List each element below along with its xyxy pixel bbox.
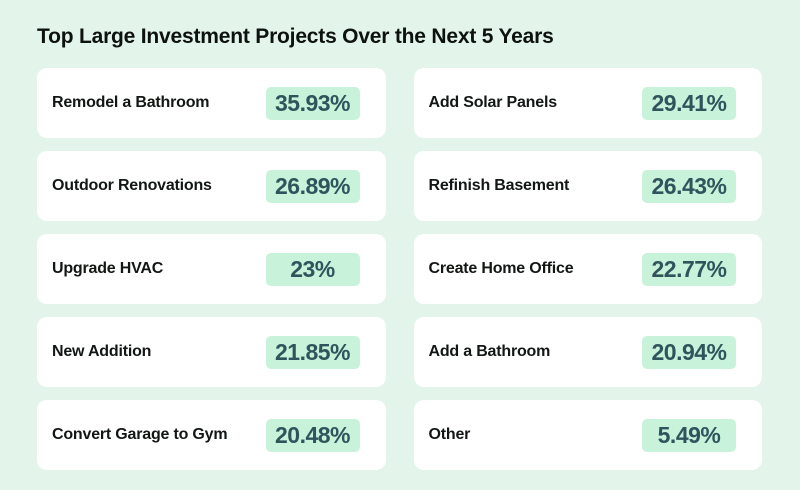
project-value-badge: 35.93% xyxy=(265,86,360,120)
project-label: Add a Bathroom xyxy=(428,343,551,360)
project-label: Remodel a Bathroom xyxy=(52,94,210,111)
project-label: Upgrade HVAC xyxy=(52,260,164,277)
project-value-badge: 26.89% xyxy=(265,169,360,203)
project-value-badge: 23% xyxy=(265,252,360,286)
project-card: Outdoor Renovations 26.89% xyxy=(37,151,386,221)
project-card: Add a Bathroom 20.94% xyxy=(413,317,762,387)
project-label: Add Solar Panels xyxy=(428,94,558,111)
project-value-badge: 20.48% xyxy=(265,418,360,452)
page-title: Top Large Investment Projects Over the N… xyxy=(37,25,554,48)
project-value-badge: 22.77% xyxy=(642,252,736,286)
project-value-badge: 21.85% xyxy=(265,335,360,369)
project-card: Other 5.49% xyxy=(413,400,762,470)
project-label: New Addition xyxy=(52,343,152,360)
project-card: Refinish Basement 26.43% xyxy=(413,151,762,221)
project-card: Add Solar Panels 29.41% xyxy=(413,68,762,138)
project-value-badge: 29.41% xyxy=(642,86,736,120)
project-card: Create Home Office 22.77% xyxy=(413,234,762,304)
card-column-left: Remodel a Bathroom 35.93% Outdoor Renova… xyxy=(37,68,386,470)
project-value-badge: 5.49% xyxy=(642,418,736,452)
project-card: Remodel a Bathroom 35.93% xyxy=(37,68,386,138)
card-grid: Remodel a Bathroom 35.93% Outdoor Renova… xyxy=(37,68,762,470)
project-label: Other xyxy=(428,426,471,443)
project-value-badge: 26.43% xyxy=(642,169,736,203)
project-label: Convert Garage to Gym xyxy=(52,426,228,443)
project-card: Convert Garage to Gym 20.48% xyxy=(37,400,386,470)
card-column-right: Add Solar Panels 29.41% Refinish Basemen… xyxy=(413,68,762,470)
project-label: Refinish Basement xyxy=(428,177,570,194)
project-card: Upgrade HVAC 23% xyxy=(37,234,386,304)
project-label: Outdoor Renovations xyxy=(52,177,212,194)
project-label: Create Home Office xyxy=(428,260,574,277)
project-value-badge: 20.94% xyxy=(642,335,736,369)
project-card: New Addition 21.85% xyxy=(37,317,386,387)
